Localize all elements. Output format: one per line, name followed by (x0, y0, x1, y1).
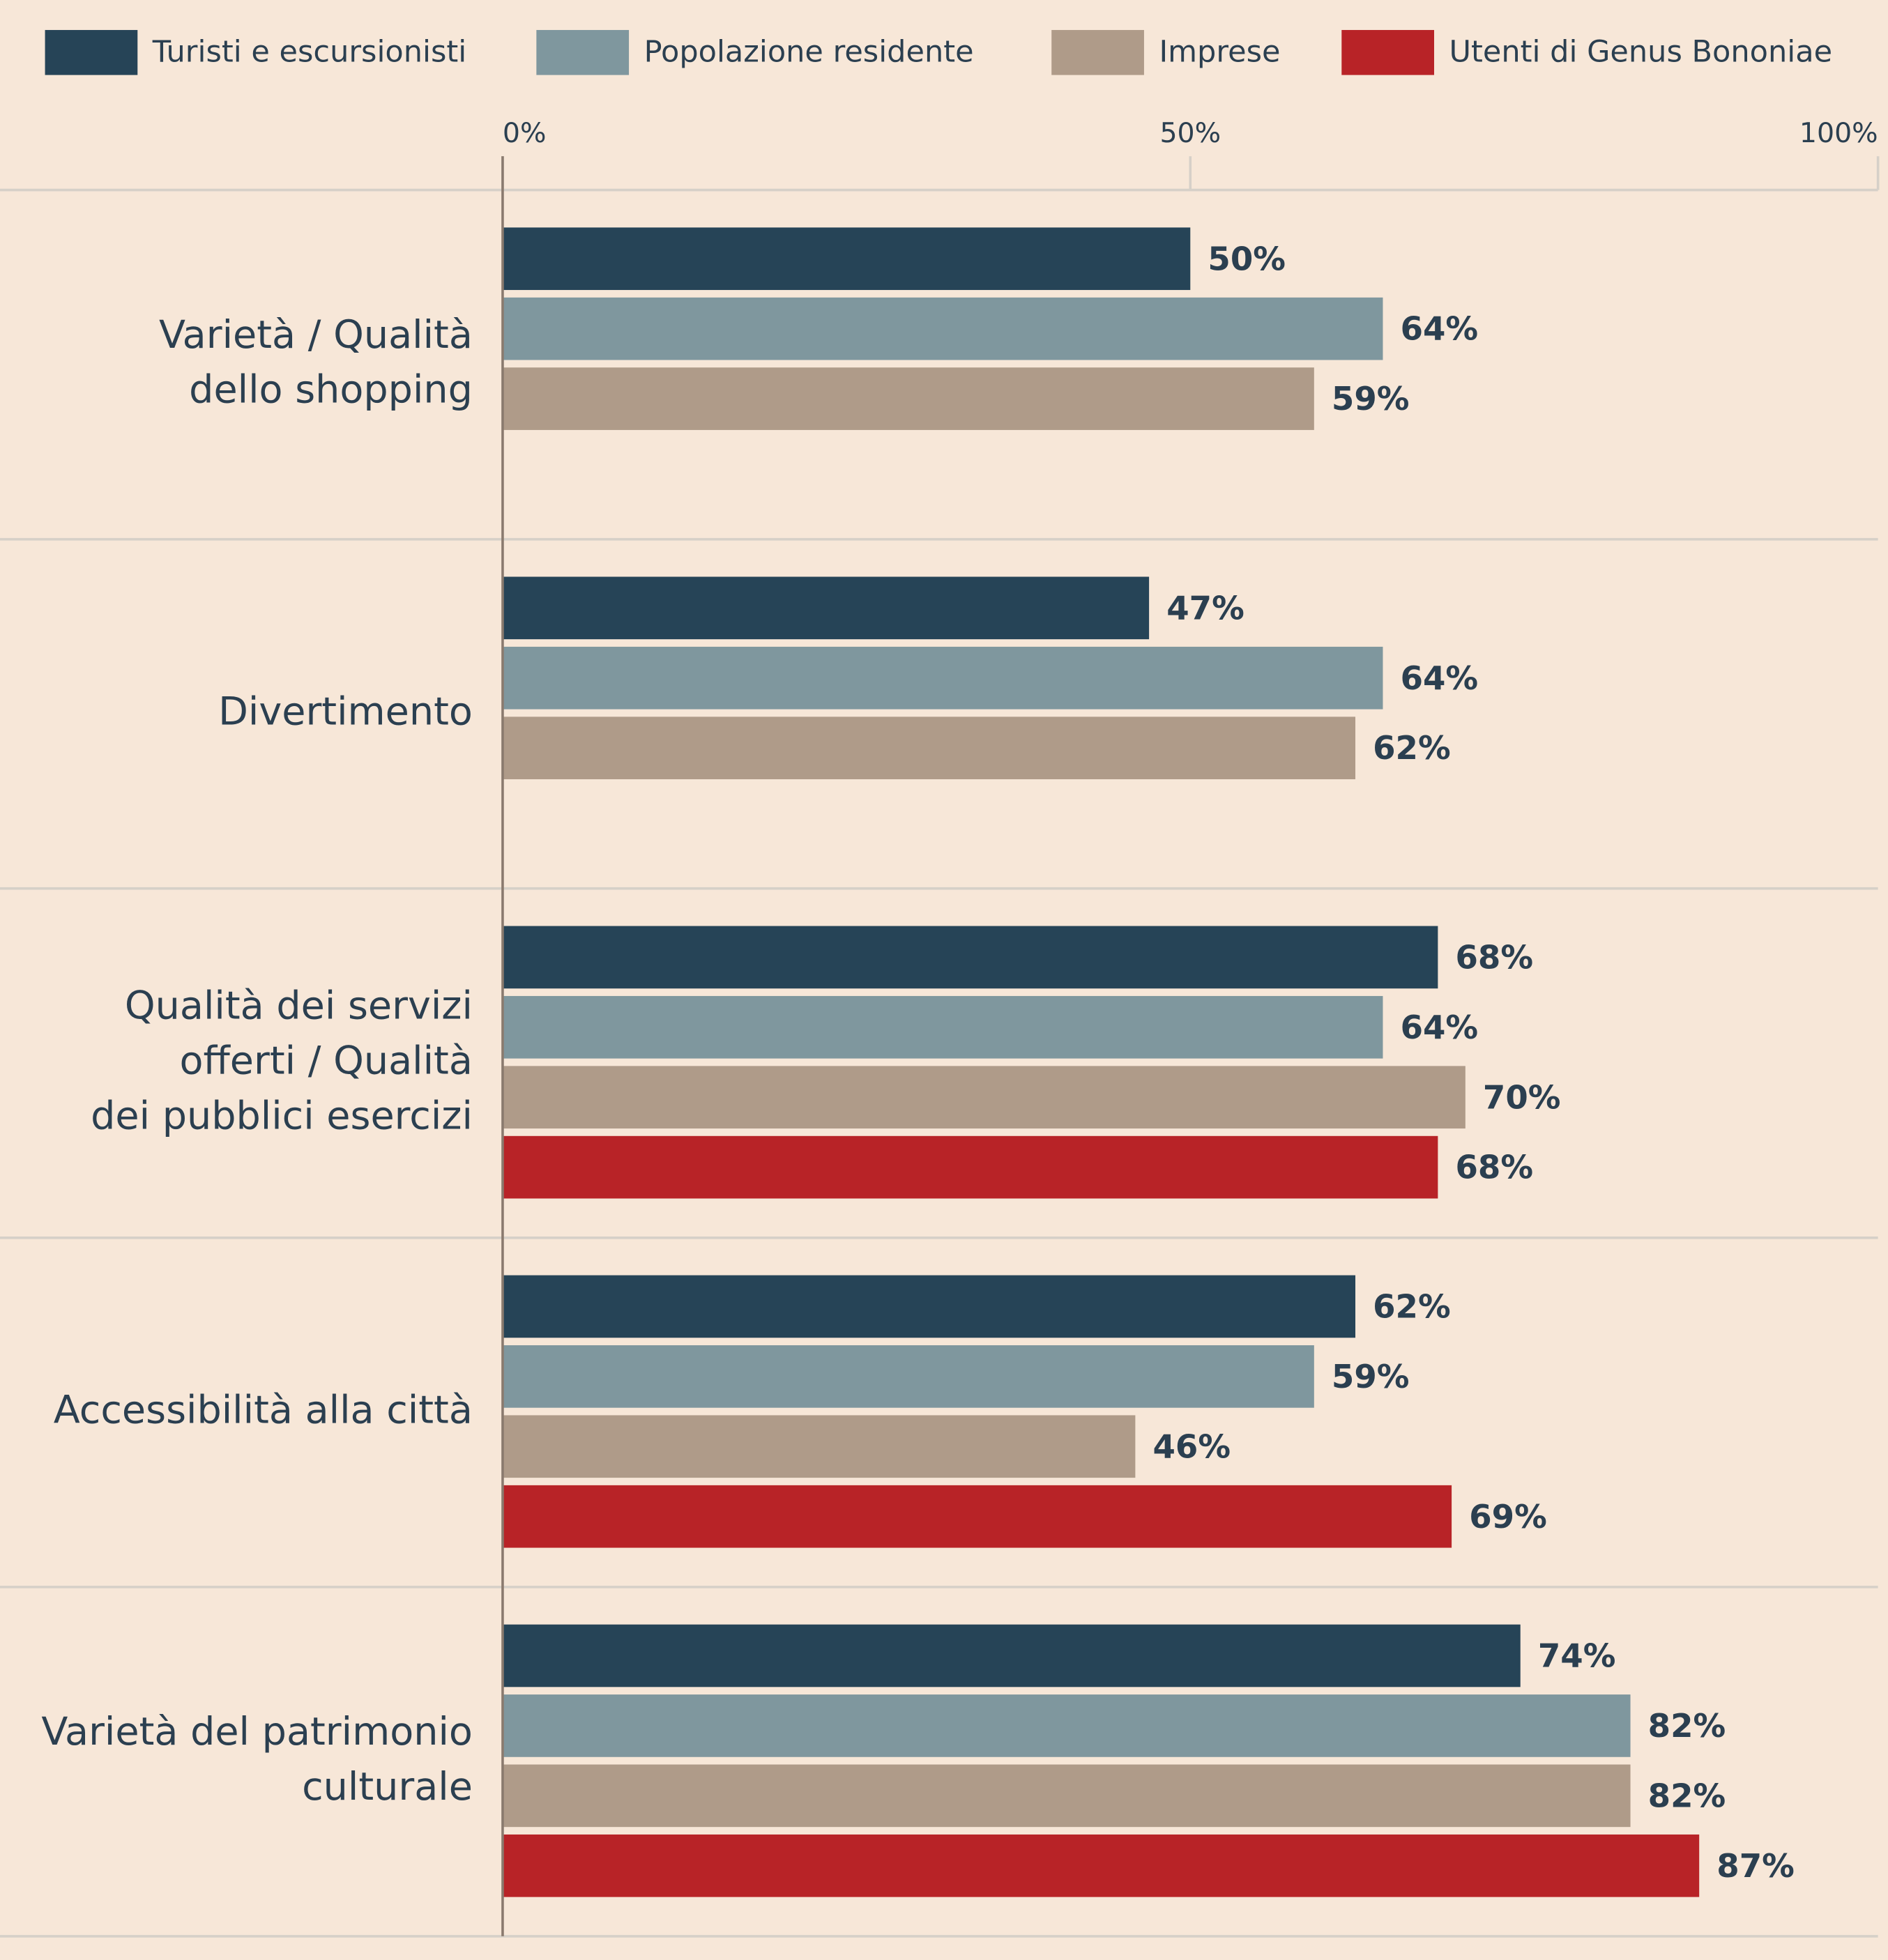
bar (502, 367, 1314, 430)
value-label: 64% (1401, 659, 1479, 697)
value-label: 59% (1332, 380, 1410, 418)
bar (502, 1624, 1521, 1687)
value-label: 82% (1648, 1707, 1726, 1745)
category-label: Accessibilità alla città (54, 1387, 473, 1432)
legend-label: Turisti e escursionisti (152, 35, 466, 70)
value-label: 62% (1373, 729, 1451, 767)
value-label: 47% (1166, 589, 1244, 627)
bar (502, 1415, 1136, 1478)
value-label: 46% (1152, 1427, 1231, 1465)
category-label: Varietà / Qualità (159, 312, 473, 358)
bar (502, 1275, 1356, 1338)
bar (502, 1764, 1631, 1828)
value-label: 64% (1401, 1009, 1479, 1046)
x-tick-label: 50% (1159, 117, 1221, 149)
bar (502, 717, 1356, 779)
value-label: 64% (1401, 310, 1479, 348)
bar (502, 926, 1438, 989)
category-label: offerti / Qualità (179, 1038, 472, 1083)
bar (502, 1135, 1438, 1199)
value-label: 74% (1538, 1637, 1616, 1675)
category-label: culturale (302, 1764, 473, 1809)
legend-swatch (536, 30, 630, 75)
value-label: 70% (1483, 1078, 1561, 1116)
legend-swatch (1051, 30, 1144, 75)
bar (502, 995, 1383, 1059)
category-label: dei pubblici esercizi (91, 1093, 473, 1138)
category-label: Divertimento (218, 689, 473, 734)
x-tick-label: 0% (503, 117, 547, 149)
bar (502, 1694, 1631, 1757)
bar (502, 1345, 1314, 1408)
value-label: 68% (1455, 1149, 1533, 1186)
category-label: dello shopping (189, 367, 473, 413)
x-tick-label: 100% (1799, 117, 1878, 149)
legend-label: Imprese (1159, 35, 1280, 70)
value-label: 68% (1455, 938, 1533, 976)
bar (502, 646, 1383, 710)
legend-label: Popolazione residente (644, 35, 974, 70)
legend-swatch (1341, 30, 1434, 75)
legend-swatch (45, 30, 138, 75)
bar (502, 227, 1191, 291)
legend-label: Utenti di Genus Bononiae (1449, 35, 1833, 70)
bar (502, 297, 1383, 360)
value-label: 50% (1208, 240, 1286, 277)
value-label: 59% (1332, 1358, 1410, 1395)
category-label: Varietà del patrimonio (41, 1709, 473, 1754)
value-label: 69% (1469, 1498, 1547, 1536)
bar (502, 576, 1150, 640)
bar (502, 1834, 1700, 1897)
value-label: 87% (1716, 1847, 1795, 1885)
value-label: 82% (1648, 1777, 1726, 1814)
category-label: Qualità dei servizi (125, 983, 473, 1028)
bar (502, 1066, 1466, 1129)
bar (502, 1485, 1452, 1548)
value-label: 62% (1373, 1288, 1451, 1326)
